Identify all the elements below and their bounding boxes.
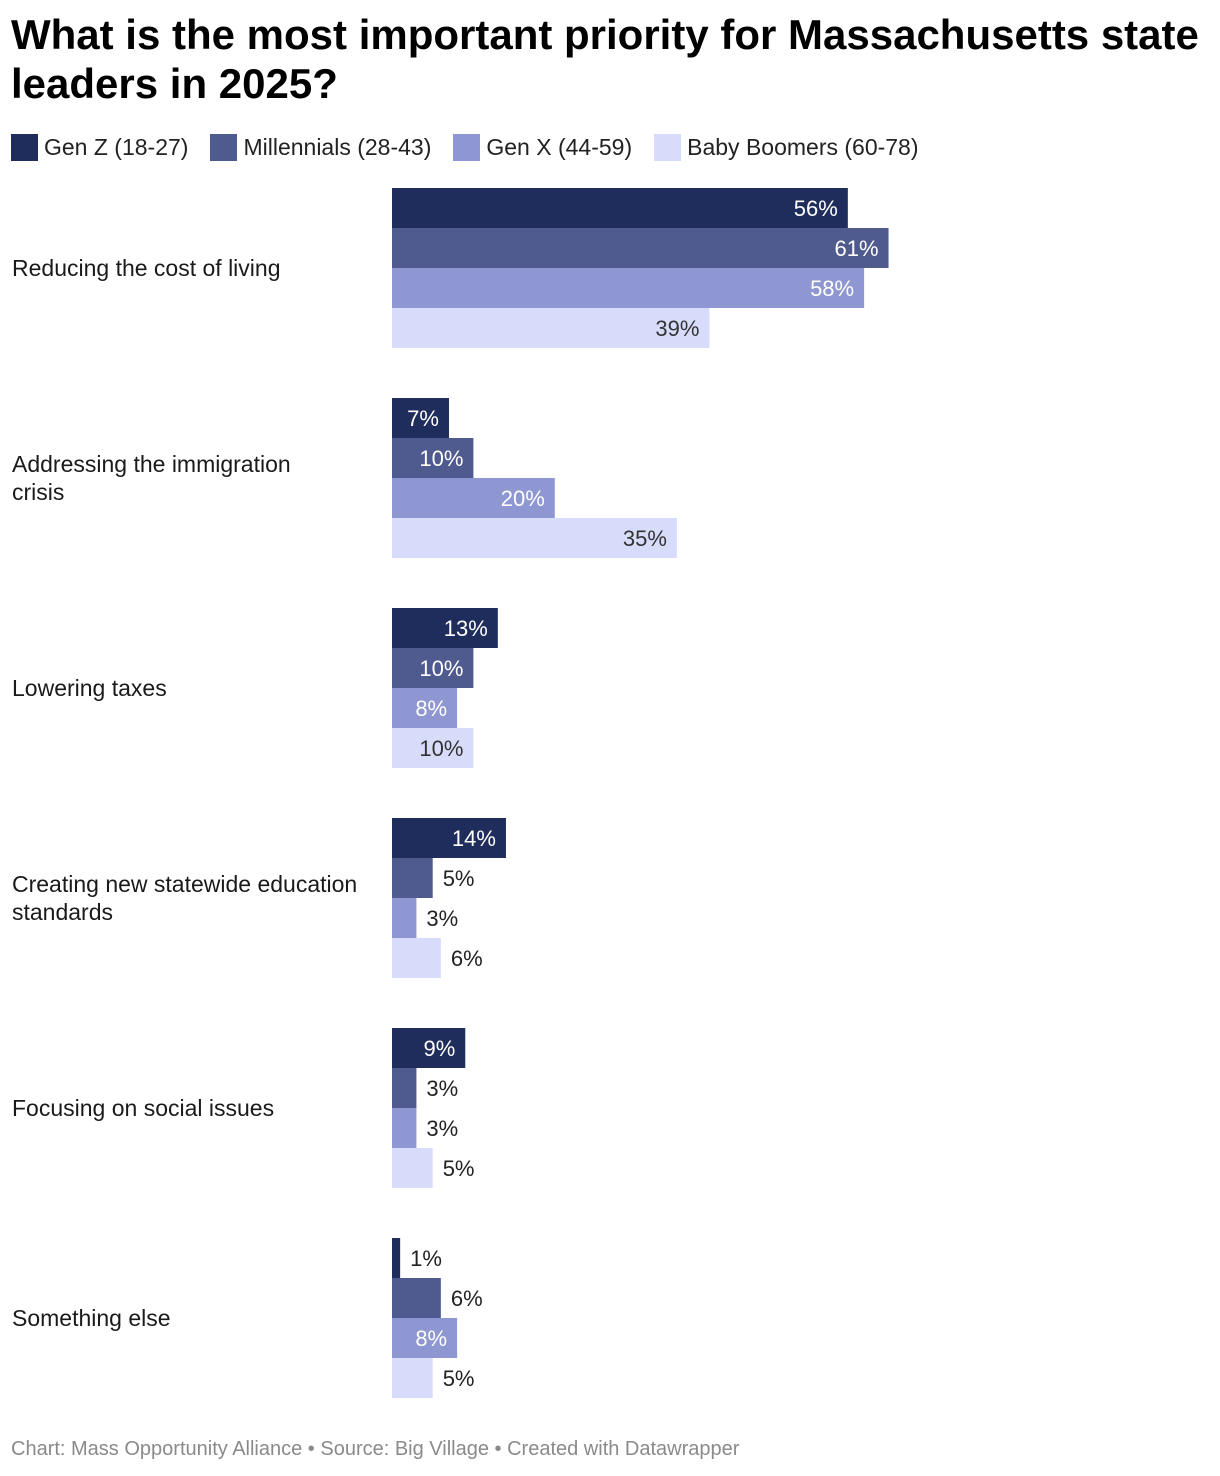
legend-label: Gen X (44-59) [486,133,633,160]
bar-gen-z-18-27-creating-new-statewide-education-standards [392,818,506,858]
value-label: 39% [655,316,699,341]
bar-gen-x-44-59-reducing-the-cost-of-living [392,268,865,308]
bar-gen-z-18-27-reducing-the-cost-of-living [392,188,848,228]
value-label: 61% [834,236,878,261]
bar-gen-z-18-27-something-else [392,1238,401,1278]
value-label: 8% [415,696,447,721]
value-label: 5% [443,1156,475,1181]
legend-item-baby-boomers: Baby Boomers (60-78) [654,133,919,161]
category-label-focusing-on-social-issues: Focusing on social issues [12,1095,274,1121]
bar-gen-z-18-27-addressing-the-immigration-crisis [392,398,449,438]
legend-item-millennials: Millennials (28-43) [210,133,432,161]
value-label: 14% [452,826,496,851]
legend: Gen Z (18-27) Millennials (28-43) Gen X … [11,132,941,162]
category-label-something-else: Something else [12,1305,171,1331]
bar-gen-x-44-59-something-else [392,1318,458,1358]
legend-label: Millennials (28-43) [243,133,432,160]
bar-millennials-28-43-creating-new-statewide-education-standards [392,858,433,898]
value-label: 6% [451,1286,483,1311]
category-label-reducing-the-cost-of-living: Reducing the cost of living [12,255,281,281]
value-label: 7% [407,406,439,431]
bar-gen-z-18-27-focusing-on-social-issues [392,1028,466,1068]
legend-swatch [210,133,238,161]
bar-gen-x-44-59-lowering-taxes [392,688,458,728]
value-label: 5% [443,866,475,891]
value-label: 13% [444,616,488,641]
chart-title: What is the most important priority for … [11,11,1199,107]
value-label: 35% [623,526,667,551]
bar-baby-boomers-60-78-creating-new-statewide-education-standards [392,938,441,978]
legend-item-gen-z: Gen Z (18-27) [11,133,189,161]
value-label: 56% [794,196,838,221]
value-label: 58% [810,276,854,301]
value-label: 10% [419,736,463,761]
bar-baby-boomers-60-78-lowering-taxes [392,728,474,768]
bar-baby-boomers-60-78-reducing-the-cost-of-living [392,308,710,348]
bar-gen-x-44-59-creating-new-statewide-education-standards [392,898,417,938]
bar-millennials-28-43-reducing-the-cost-of-living [392,228,889,268]
value-label: 6% [451,946,483,971]
value-label: 10% [419,446,463,471]
legend-item-gen-x: Gen X (44-59) [453,133,633,161]
bar-millennials-28-43-addressing-the-immigration-crisis [392,438,474,478]
bar-millennials-28-43-lowering-taxes [392,648,474,688]
bar-gen-x-44-59-addressing-the-immigration-crisis [392,478,555,518]
legend-label: Baby Boomers (60-78) [687,133,919,160]
bar-gen-z-18-27-lowering-taxes [392,608,498,648]
legend-label: Gen Z (18-27) [44,133,189,160]
value-label: 8% [415,1326,447,1351]
category-label-addressing-the-immigration-crisis: Addressing the immigration crisis [12,451,291,505]
category-label-lowering-taxes: Lowering taxes [12,675,167,701]
value-label: 1% [410,1246,442,1271]
value-label: 10% [419,656,463,681]
chart-footer: Chart: Mass Opportunity Alliance • Sourc… [11,1438,740,1460]
bar-gen-x-44-59-focusing-on-social-issues [392,1108,417,1148]
value-label: 20% [501,486,545,511]
value-label: 5% [443,1366,475,1391]
bar-millennials-28-43-focusing-on-social-issues [392,1068,417,1108]
value-label: 9% [423,1036,455,1061]
legend-swatch [654,133,682,161]
category-label-creating-new-statewide-education-standards: Creating new statewide education standard… [12,871,357,925]
bar-baby-boomers-60-78-focusing-on-social-issues [392,1148,433,1188]
value-label: 3% [426,1076,458,1101]
value-label: 3% [426,906,458,931]
legend-swatch [453,133,481,161]
bar-baby-boomers-60-78-something-else [392,1358,433,1398]
bar-millennials-28-43-something-else [392,1278,441,1318]
bar-chart: Reducing the cost of living 56% 61% 58% 39% A… [12,188,889,1398]
legend-swatch [11,133,38,161]
value-label: 3% [426,1116,458,1141]
bar-baby-boomers-60-78-addressing-the-immigration-crisis [392,518,677,558]
